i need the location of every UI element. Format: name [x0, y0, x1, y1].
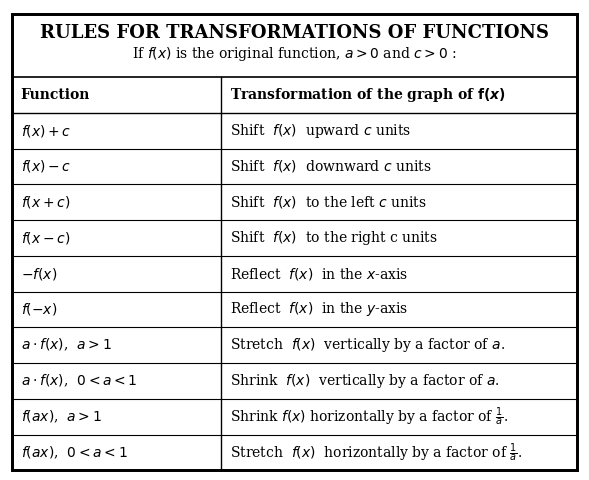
Text: $f(x)+c$: $f(x)+c$ [21, 123, 71, 139]
Text: $f(ax)$,  $a > 1$: $f(ax)$, $a > 1$ [21, 408, 101, 425]
Text: $a \cdot f(x)$,  $a > 1$: $a \cdot f(x)$, $a > 1$ [21, 337, 111, 353]
FancyBboxPatch shape [12, 14, 577, 470]
Text: Stretch  $f(x)$  horizontally by a factor of $\frac{1}{a}$.: Stretch $f(x)$ horizontally by a factor … [230, 441, 522, 464]
Text: Shrink $f(x)$ horizontally by a factor of $\frac{1}{a}$.: Shrink $f(x)$ horizontally by a factor o… [230, 405, 508, 428]
Text: Shift  $f(x)$  to the right c units: Shift $f(x)$ to the right c units [230, 229, 438, 247]
Text: $f(-x)$: $f(-x)$ [21, 301, 57, 317]
Text: Function: Function [21, 88, 90, 102]
Text: Shift  $f(x)$  upward $c$ units: Shift $f(x)$ upward $c$ units [230, 122, 411, 140]
Text: RULES FOR TRANSFORMATIONS OF FUNCTIONS: RULES FOR TRANSFORMATIONS OF FUNCTIONS [40, 24, 549, 42]
Text: $a \cdot f(x)$,  $0 < a < 1$: $a \cdot f(x)$, $0 < a < 1$ [21, 373, 137, 389]
Text: Reflect  $f(x)$  in the $y$-axis: Reflect $f(x)$ in the $y$-axis [230, 300, 408, 319]
Text: Shift  $f(x)$  to the left $c$ units: Shift $f(x)$ to the left $c$ units [230, 194, 426, 210]
Text: $f(x+c)$: $f(x+c)$ [21, 194, 70, 210]
Text: $f(ax)$,  $0 < a < 1$: $f(ax)$, $0 < a < 1$ [21, 444, 127, 461]
Text: $f(x-c)$: $f(x-c)$ [21, 230, 70, 246]
Text: $-f(x)$: $-f(x)$ [21, 266, 57, 282]
Text: Stretch  $f(x)$  vertically by a factor of $a$.: Stretch $f(x)$ vertically by a factor of… [230, 336, 505, 354]
Text: Reflect  $f(x)$  in the $x$-axis: Reflect $f(x)$ in the $x$-axis [230, 266, 408, 282]
Text: Shift  $f(x)$  downward $c$ units: Shift $f(x)$ downward $c$ units [230, 158, 431, 174]
Text: Shrink  $f(x)$  vertically by a factor of $a$.: Shrink $f(x)$ vertically by a factor of … [230, 372, 499, 390]
Text: $f(x)-c$: $f(x)-c$ [21, 158, 71, 174]
Text: Transformation of the graph of $\mathbf{f}\boldsymbol{(x)}$: Transformation of the graph of $\mathbf{… [230, 86, 506, 104]
Text: If $f(x)$ is the original function, $a > 0$ and $c > 0$ :: If $f(x)$ is the original function, $a >… [132, 45, 457, 63]
